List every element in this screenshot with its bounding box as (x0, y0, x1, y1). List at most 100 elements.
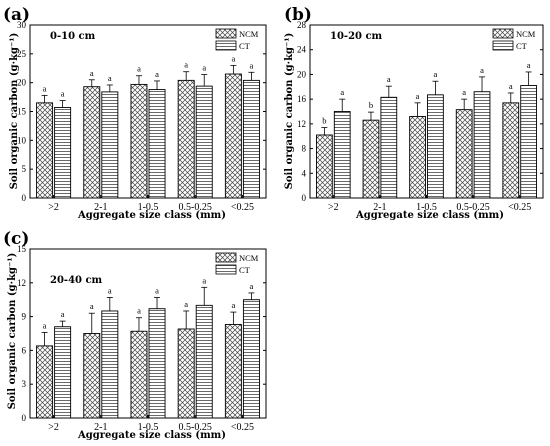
bar-ct (195, 85, 213, 199)
bar-ct (333, 111, 351, 199)
legend-label: NCM (239, 253, 259, 263)
bar-ct (148, 89, 166, 199)
bar-ncm (83, 86, 101, 199)
bar-ct (242, 299, 260, 419)
bar-ct (54, 326, 72, 419)
bar-ncm (224, 324, 242, 419)
bar-ncm (177, 79, 195, 199)
y-tick-label: 8 (302, 144, 307, 154)
significance-letter: a (43, 320, 47, 330)
y-tick-label: 10 (17, 135, 27, 145)
panel-label: (b) (284, 5, 312, 25)
x-tick-label: >2 (328, 202, 339, 213)
significance-letter: b (369, 100, 373, 110)
significance-letter: a (387, 74, 391, 84)
significance-letter: a (61, 89, 65, 99)
bar-ncm (362, 119, 380, 199)
legend-label: CT (239, 41, 251, 51)
y-axis-label: Soil organic carbon (g·kg⁻¹) (284, 33, 295, 190)
x-axis-label: Aggregate size class (mm) (77, 430, 226, 441)
y-tick-label: 4 (302, 168, 307, 178)
bar-ncm (224, 73, 242, 199)
bar-ct (54, 107, 72, 199)
y-tick-label: 20 (297, 69, 307, 79)
bar-ct (101, 310, 119, 419)
x-axis-label: Aggregate size class (mm) (355, 210, 504, 221)
panel-1: (a) 0-10 cm 0 5 10 15 20 25 30 >2 a a 2-1 a a 1-0.5 a a 0.… (3, 5, 267, 221)
y-tick-label: 3 (22, 379, 27, 389)
significance-letter: a (137, 306, 141, 316)
bar-ct (473, 91, 491, 199)
y-axis-label: Soil organic carbon (g·kg⁻¹) (7, 253, 18, 410)
panel-label: (c) (3, 229, 29, 249)
y-tick-label: 12 (17, 278, 26, 288)
bar-ncm (409, 115, 426, 199)
significance-letter: b (322, 116, 326, 126)
panel-3: (c) 20-40 cm 0 3 6 9 12 15 >2 a a 2-1 a a 1-0.5 a a 0.5-0… (3, 229, 267, 441)
bar-ncm (36, 102, 54, 199)
x-tick-label: 2-1 (94, 422, 107, 433)
significance-letter: a (137, 64, 141, 74)
y-tick-label: 6 (22, 345, 27, 355)
y-tick-label: 15 (17, 244, 27, 254)
x-tick-label: <0.25 (231, 202, 254, 213)
x-tick-label: 1-0.5 (416, 202, 437, 213)
x-axis-label: Aggregate size class (mm) (77, 210, 226, 221)
bar-ct (380, 96, 398, 199)
significance-letter: a (43, 83, 47, 93)
y-tick-label: 28 (297, 20, 307, 30)
x-tick-label: <0.25 (508, 202, 531, 213)
bar-ct (148, 308, 166, 419)
x-tick-label: >2 (48, 422, 59, 433)
legend-swatch-ct (492, 40, 514, 51)
x-tick-label: 2-1 (94, 202, 107, 213)
significance-letter: a (416, 91, 420, 101)
significance-letter: a (108, 73, 112, 83)
significance-letter: a (61, 309, 65, 319)
x-tick-label: 1-0.5 (138, 202, 159, 213)
legend-label: CT (516, 41, 528, 51)
panel-label: (a) (3, 5, 30, 25)
significance-letter: a (480, 65, 484, 75)
depth-label: 20-40 cm (50, 275, 103, 286)
y-tick-label: 0 (22, 413, 27, 423)
legend-swatch-ncm (215, 28, 237, 39)
significance-letter: a (184, 299, 188, 309)
significance-letter: a (202, 275, 206, 285)
bar-ncm (316, 134, 333, 199)
panel-2: (b) 10-20 cm 0 4 8 12 16 20 24 28 >2 b a 2-1 b a 1-0.5 a a… (284, 5, 544, 221)
significance-letter: a (155, 69, 159, 79)
depth-label: 10-20 cm (330, 31, 383, 42)
x-tick-label: >2 (48, 202, 59, 213)
bar-ncm (177, 328, 195, 419)
bar-ct (195, 304, 213, 419)
x-tick-label: 2-1 (373, 202, 386, 213)
y-tick-label: 9 (22, 312, 27, 322)
significance-letter: a (509, 81, 513, 91)
bar-ncm (83, 333, 101, 419)
significance-letter: a (462, 87, 466, 97)
significance-letter: a (340, 87, 344, 97)
y-tick-label: 5 (22, 164, 27, 174)
significance-letter: a (155, 285, 159, 295)
y-tick-label: 20 (17, 78, 27, 88)
significance-letter: a (90, 301, 94, 311)
x-tick-label: 0.5-0.25 (456, 202, 489, 213)
y-tick-label: 24 (297, 45, 307, 55)
significance-letter: a (434, 69, 438, 79)
legend-label: NCM (516, 29, 536, 39)
y-tick-label: 25 (17, 49, 27, 59)
significance-letter: a (202, 63, 206, 73)
legend-swatch-ct (215, 40, 237, 51)
bar-ct (242, 79, 260, 199)
depth-label: 0-10 cm (50, 31, 96, 42)
bar-ncm (130, 83, 148, 199)
y-tick-label: 15 (17, 107, 27, 117)
bar-ncm (455, 109, 473, 199)
significance-letter: a (231, 300, 235, 310)
y-tick-label: 0 (22, 193, 27, 203)
legend-swatch-ncm (492, 28, 514, 39)
bar-ct (427, 94, 444, 199)
bar-ncm (36, 345, 54, 419)
significance-letter: a (231, 53, 235, 63)
